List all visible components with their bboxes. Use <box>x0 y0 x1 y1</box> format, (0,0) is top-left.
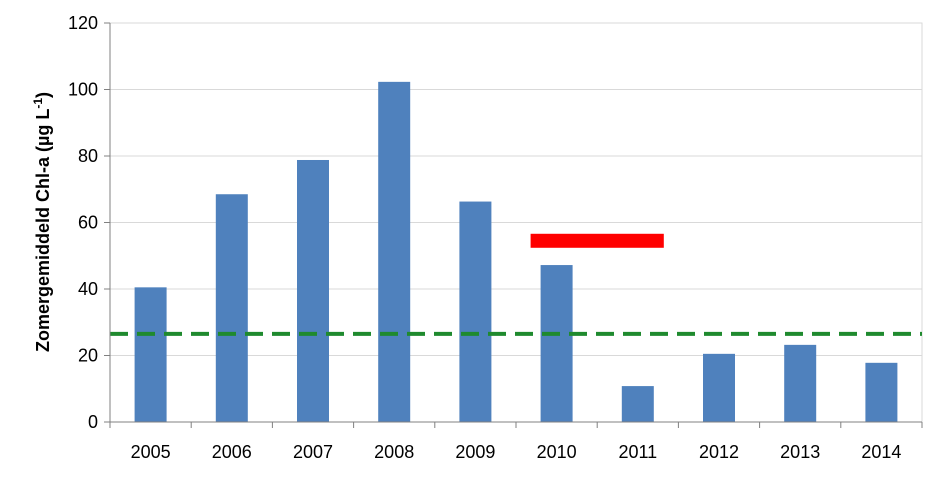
y-tick-label: 20 <box>78 346 98 366</box>
y-axis-title: Zomergemiddeld Chl-a (µg L-1) <box>31 92 53 352</box>
x-tick-label-2013: 2013 <box>780 442 820 462</box>
x-tick-label-2011: 2011 <box>618 442 657 462</box>
bar-2011 <box>621 386 654 422</box>
y-tick-label: 80 <box>78 146 98 166</box>
bar-2013 <box>784 344 817 422</box>
target-segment <box>530 233 664 248</box>
x-tick-label-2006: 2006 <box>212 442 252 462</box>
x-tick-label-2005: 2005 <box>131 442 171 462</box>
y-tick-label: 60 <box>78 213 98 233</box>
bar-2010 <box>540 265 573 422</box>
x-tick-label-2012: 2012 <box>699 442 739 462</box>
bars <box>134 81 898 423</box>
x-tick-label-2009: 2009 <box>455 442 495 462</box>
x-tick-label-2008: 2008 <box>374 442 414 462</box>
x-tick-label-2010: 2010 <box>537 442 577 462</box>
bar-2005 <box>134 287 167 422</box>
bar-2014 <box>865 362 898 422</box>
bar-2012 <box>703 353 735 422</box>
y-tick-label: 120 <box>68 13 98 33</box>
x-tick-label-2014: 2014 <box>861 442 901 462</box>
bar-2009 <box>459 201 492 422</box>
reference-lines <box>110 233 922 336</box>
bar-2006 <box>215 194 248 422</box>
y-tick-label: 0 <box>88 412 98 432</box>
tick-labels: 0 20 40 60 80 100 120 2005 2006 2007 2008 2009 2010 2… <box>68 13 901 462</box>
bar-2008 <box>378 81 411 422</box>
bar-2007 <box>297 159 329 423</box>
x-tick-label-2007: 2007 <box>293 442 333 462</box>
y-tick-label: 100 <box>68 80 98 100</box>
axes <box>104 22 923 428</box>
y-tick-label: 40 <box>78 279 98 299</box>
